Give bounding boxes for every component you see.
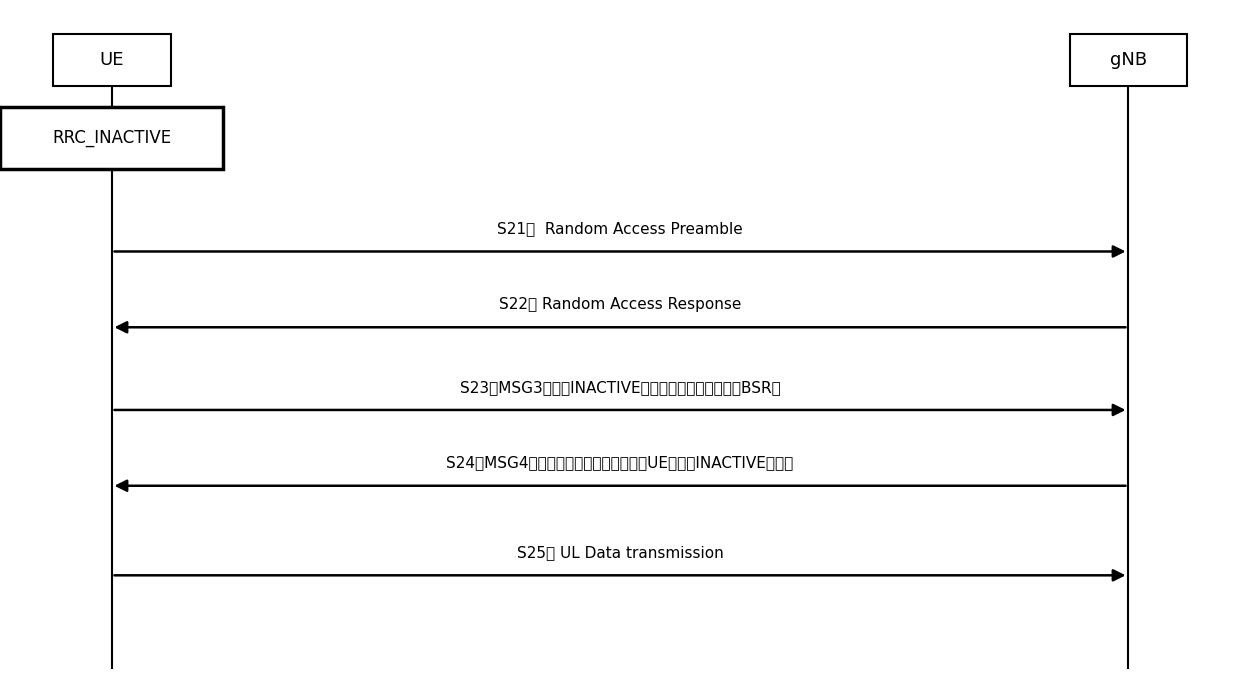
Bar xyxy=(1069,34,1188,86)
Text: S24、MSG4（携带资源分配信息，且指示UE仍然在INACTIVE状态）: S24、MSG4（携带资源分配信息，且指示UE仍然在INACTIVE状态） xyxy=(446,455,794,471)
Bar xyxy=(0,107,223,169)
Text: UE: UE xyxy=(99,51,124,70)
Text: S25、 UL Data transmission: S25、 UL Data transmission xyxy=(517,545,723,560)
Text: S21、  Random Access Preamble: S21、 Random Access Preamble xyxy=(497,221,743,236)
Text: S22、 Random Access Response: S22、 Random Access Response xyxy=(498,297,742,312)
Text: RRC_INACTIVE: RRC_INACTIVE xyxy=(52,129,171,147)
Text: S23、MSG3（携带INACTIVE传输数据标志、或者还有BSR）: S23、MSG3（携带INACTIVE传输数据标志、或者还有BSR） xyxy=(460,380,780,395)
Text: gNB: gNB xyxy=(1110,51,1147,70)
Bar xyxy=(52,34,171,86)
